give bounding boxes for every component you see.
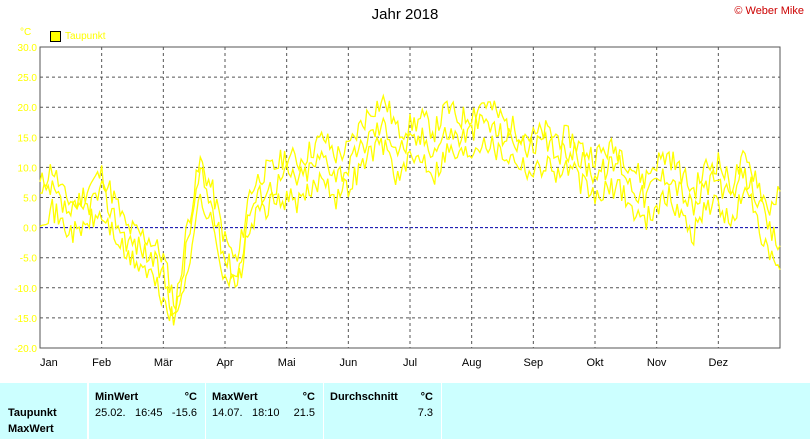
x-tick-label: Dez (709, 357, 729, 369)
chart-svg: 30.0 25.0 20.0 15.0 10.0 5.0 0.0 -5.0 -10.0 -15.0… (14, 43, 781, 369)
min-header: MinWert (95, 391, 139, 403)
y-tick-labels: 30.0 25.0 20.0 15.0 10.0 5.0 0.0 -5.0 -10.0 -15.0… (14, 43, 37, 355)
max-time: 18:10 (252, 407, 280, 419)
avg-unit: °C (420, 391, 433, 403)
y-tick-label: -15.0 (14, 314, 37, 325)
chart-title: Jahr 2018 (371, 6, 439, 23)
x-tick-label: Nov (647, 357, 667, 369)
series-line-upper (39, 93, 781, 312)
x-tick-label: Feb (92, 357, 111, 369)
y-unit-label: °C (20, 27, 32, 38)
row-label-maxwert: MaxWert (8, 423, 54, 435)
min-date: 25.02. (95, 407, 126, 419)
stats-row-labels: Taupunkt MaxWert (0, 383, 88, 439)
x-tick-label: Jul (403, 357, 417, 369)
max-date: 14.07. (212, 407, 243, 419)
y-tick-label: -5.0 (20, 254, 38, 265)
y-tick-label: 10.0 (18, 163, 38, 174)
legend: Taupunkt (50, 31, 106, 42)
row-label-taupunkt: Taupunkt (8, 407, 57, 419)
y-tick-label: -20.0 (14, 344, 37, 355)
max-header: MaxWert (212, 391, 258, 403)
x-tick-labels: Jan Feb Mär Apr Mai Jun Jul Aug Sep Okt Nov Dez (40, 357, 728, 369)
min-time: 16:45 (135, 407, 163, 419)
x-tick-label: Jan (40, 357, 58, 369)
y-tick-label: 20.0 (18, 103, 38, 114)
x-tick-label: Mai (278, 357, 296, 369)
stats-min-cell: MinWert °C 25.02. 16:45 -15.6 (88, 383, 206, 439)
x-tick-label: Apr (216, 357, 233, 369)
copyright-text: © Weber Mike (734, 5, 804, 17)
legend-label: Taupunkt (65, 31, 106, 42)
series-line-values (39, 113, 781, 317)
y-tick-label: 25.0 (18, 73, 38, 84)
grid-lines (40, 46, 780, 349)
avg-value: 7.3 (417, 407, 433, 419)
series-lines (39, 93, 781, 326)
stats-max-cell: MaxWert °C 14.07. 18:10 21.5 (206, 383, 324, 439)
max-unit: °C (302, 391, 315, 403)
x-tick-label: Jun (339, 357, 357, 369)
legend-swatch-icon (50, 31, 61, 42)
y-tick-label: 15.0 (18, 133, 38, 144)
min-unit: °C (184, 391, 197, 403)
stats-avg-cell: Durchschnitt °C 7.3 (324, 383, 442, 439)
x-tick-label: Aug (462, 357, 482, 369)
series-line-lower (39, 135, 781, 326)
x-tick-label: Okt (586, 357, 603, 369)
x-tick-label: Mär (154, 357, 173, 369)
stats-table: Taupunkt MaxWert MinWert °C 25.02. 16:45… (0, 383, 810, 439)
max-value: 21.5 (293, 407, 315, 419)
y-tick-label: 30.0 (18, 43, 38, 54)
y-tick-label: 5.0 (23, 194, 37, 205)
y-tick-label: -10.0 (14, 284, 37, 295)
avg-header: Durchschnitt (330, 391, 398, 403)
min-value: -15.6 (171, 407, 197, 419)
x-tick-label: Sep (524, 357, 544, 369)
y-tick-label: 0.0 (23, 224, 37, 235)
